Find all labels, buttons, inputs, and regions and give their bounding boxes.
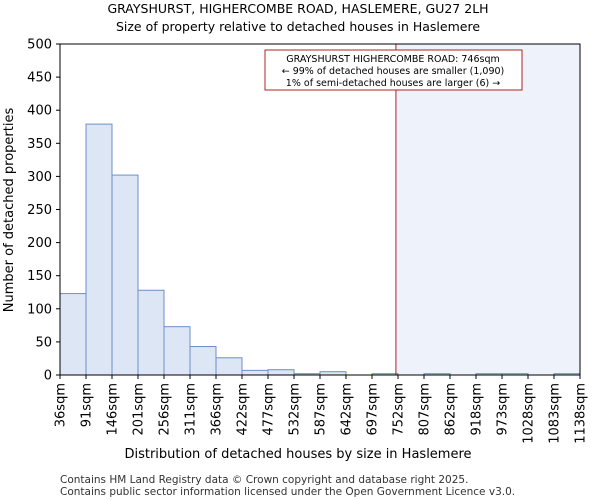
y-tick-label: 400 <box>27 104 52 119</box>
y-tick-label: 50 <box>35 335 52 350</box>
x-tick-label: 807sqm <box>418 383 433 436</box>
y-axis-label: Number of detached properties <box>2 108 17 313</box>
annotation-box: GRAYSHURST HIGHERCOMBE ROAD: 746sqm ← 99… <box>264 49 523 91</box>
chart-subtitle: Size of property relative to detached ho… <box>116 19 480 34</box>
x-tick-label: 697sqm <box>366 383 381 436</box>
bar-91sqm <box>85 123 113 376</box>
bar-477sqm <box>267 369 295 376</box>
x-tick-label: 918sqm <box>470 383 485 436</box>
annotation-line-1: GRAYSHURST HIGHERCOMBE ROAD: 746sqm <box>286 54 499 65</box>
x-tick-label: 587sqm <box>314 383 329 436</box>
y-tick-label: 350 <box>27 137 52 152</box>
x-tick-label: 91sqm <box>80 383 95 427</box>
chart-title: GRAYSHURST, HIGHERCOMBE ROAD, HASLEMERE,… <box>107 1 488 16</box>
x-tick-label: 146sqm <box>106 383 121 436</box>
annotation-line-3: 1% of semi-detached houses are larger (6… <box>286 78 500 89</box>
bar-256sqm <box>163 326 191 376</box>
footer-line-2: Contains public sector information licen… <box>60 486 515 498</box>
x-tick-label: 752sqm <box>392 383 407 436</box>
y-tick-label: 250 <box>27 203 52 218</box>
bar-201sqm <box>137 289 165 376</box>
y-tick-label: 300 <box>27 170 52 185</box>
x-tick-label: 1028sqm <box>522 383 537 444</box>
x-tick-label: 862sqm <box>444 383 459 436</box>
x-tick-label: 477sqm <box>262 383 277 436</box>
x-tick-label: 532sqm <box>288 383 303 436</box>
x-tick-label: 311sqm <box>184 383 199 436</box>
x-tick-label: 256sqm <box>158 383 173 436</box>
bars-layer <box>59 123 581 376</box>
y-tick-label: 200 <box>27 236 52 251</box>
x-tick-label: 366sqm <box>210 383 225 436</box>
footer-line-1: Contains HM Land Registry data © Crown c… <box>60 474 468 486</box>
y-tick-label: 500 <box>27 38 52 53</box>
x-tick-label: 422sqm <box>236 383 251 436</box>
y-axis: 0 50 100 150 200 250 300 350 400 450 500 <box>27 38 60 384</box>
y-tick-label: 450 <box>27 71 52 86</box>
bar-422sqm <box>241 369 269 376</box>
bar-311sqm <box>189 346 217 376</box>
x-tick-label: 201sqm <box>132 383 147 436</box>
x-tick-label: 36sqm <box>54 383 69 427</box>
bar-366sqm <box>215 357 243 376</box>
bar-146sqm <box>111 174 139 376</box>
x-tick-label: 642sqm <box>340 383 355 436</box>
annotation-line-2: ← 99% of detached houses are smaller (1,… <box>282 66 505 77</box>
annotation-frame <box>264 49 523 91</box>
y-tick-label: 150 <box>27 269 52 284</box>
x-tick-label: 1083sqm <box>548 383 563 444</box>
highlight-region-layer <box>395 44 580 375</box>
x-axis: 36sqm 91sqm 146sqm 201sqm 256sqm 311sqm 366sqm… <box>54 375 589 444</box>
y-tick-label: 100 <box>27 302 52 317</box>
highlight-region <box>395 44 580 375</box>
x-tick-label: 973sqm <box>496 383 511 436</box>
x-tick-label: 1138sqm <box>574 383 589 444</box>
bar-36sqm <box>59 293 87 376</box>
y-tick-label: 0 <box>44 369 52 384</box>
x-axis-label: Distribution of detached houses by size … <box>124 447 471 462</box>
